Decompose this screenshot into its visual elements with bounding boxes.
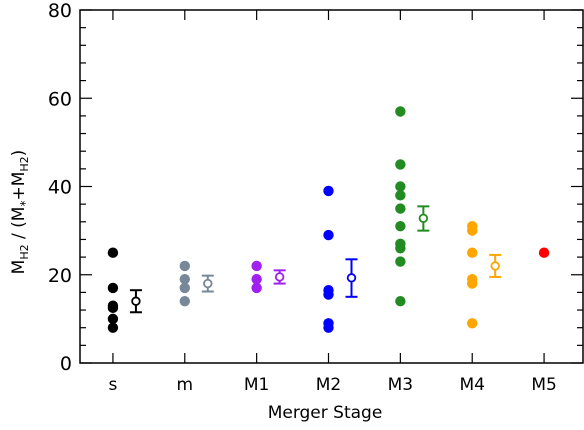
data-point	[251, 260, 262, 272]
tick-labels: 0 20 40 60 80 s m M1 M2 M3 M4 M5	[48, 0, 557, 395]
data-point	[179, 282, 190, 294]
mean-marker	[131, 296, 141, 306]
x-axis-label: Merger Stage	[268, 403, 383, 423]
data-point	[395, 256, 406, 267]
data-point	[467, 225, 478, 236]
data-point	[323, 185, 334, 197]
data-point	[395, 296, 406, 307]
y-tick-label: 80	[48, 0, 72, 22]
data-point	[107, 302, 119, 314]
y-tick-label: 60	[48, 88, 72, 110]
y-label-prefix: M	[9, 260, 29, 275]
data-point	[395, 159, 406, 170]
data-point	[395, 190, 406, 201]
data-point	[107, 247, 119, 258]
data-point	[395, 203, 406, 214]
data-point	[107, 313, 119, 325]
x-tick-label: M1	[244, 375, 269, 395]
data-point	[395, 243, 406, 254]
tick-marks	[80, 9, 583, 364]
data-point	[467, 318, 478, 329]
data-point	[323, 322, 334, 333]
y-axis-label: MH2 / (M*+MH2)	[9, 150, 32, 275]
mean-marker	[346, 273, 357, 283]
data-point	[467, 247, 478, 258]
x-tick-label: s	[108, 375, 117, 395]
data-point	[395, 221, 406, 232]
x-tick-label: M5	[531, 375, 556, 395]
y-tick-label: 40	[48, 177, 72, 199]
data-point	[395, 106, 406, 117]
data-point	[467, 278, 478, 289]
y-label-close: )	[9, 150, 29, 157]
y-tick-label: 20	[48, 265, 72, 287]
y-tick-label: 0	[60, 353, 72, 375]
data-point	[179, 296, 190, 307]
mean-marker	[203, 278, 213, 289]
data-point	[395, 181, 406, 192]
y-label-slash: / (M	[9, 207, 29, 245]
mean-marker	[274, 272, 285, 282]
mean-marker	[490, 261, 500, 271]
mean-marker	[418, 213, 429, 223]
plot-frame	[79, 9, 584, 364]
data-point	[251, 273, 262, 285]
x-tick-label: M2	[316, 375, 341, 395]
x-tick-label: M3	[388, 375, 413, 395]
x-tick-label: m	[177, 375, 194, 395]
data-point	[179, 273, 190, 285]
y-label-sub-h2: H2	[18, 244, 31, 259]
data-point	[107, 322, 119, 333]
data-point	[323, 229, 334, 241]
data-point	[538, 247, 550, 258]
data-point	[179, 260, 190, 272]
y-label-sub-h2-2: H2	[18, 156, 31, 171]
axes-frame	[79, 9, 584, 364]
y-label-star: *	[18, 201, 32, 207]
data-marks	[107, 106, 550, 333]
y-label-plus: +M	[9, 172, 29, 201]
data-point	[251, 282, 262, 294]
data-point	[323, 289, 334, 300]
data-point	[107, 282, 119, 294]
x-tick-label: M4	[459, 375, 484, 395]
